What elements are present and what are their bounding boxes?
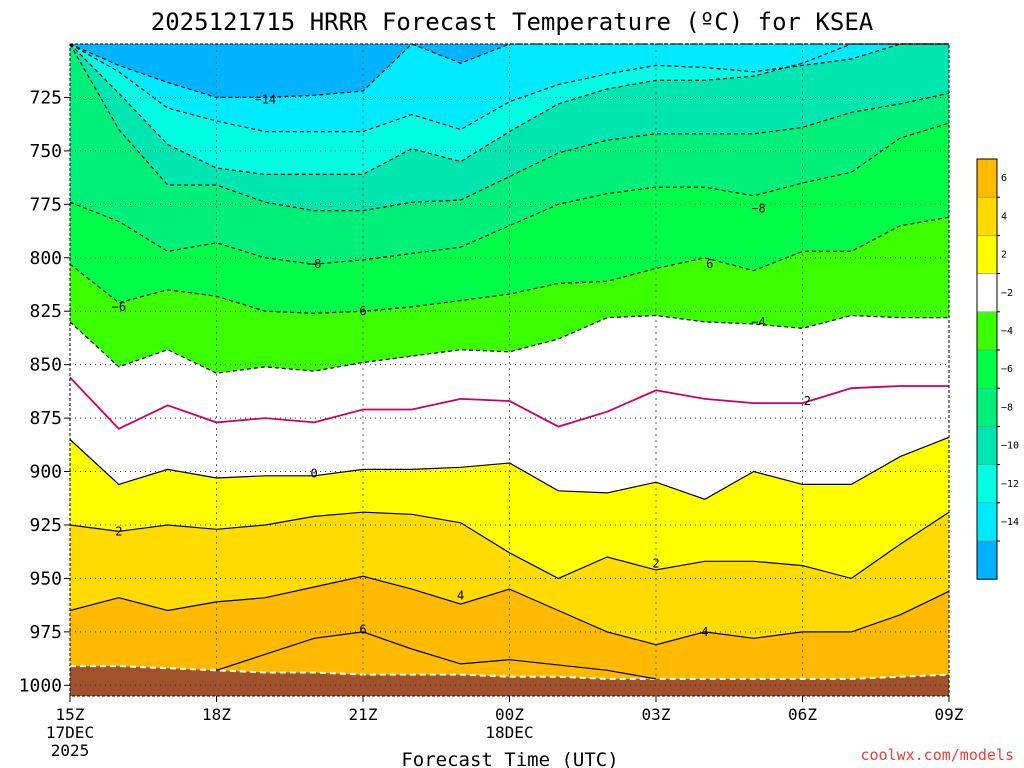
y-tick-label: 925 bbox=[29, 515, 62, 536]
colorbar-tick-label: −4 bbox=[1001, 326, 1013, 337]
x-tick-label: 18Z bbox=[202, 705, 231, 724]
colorbar-tick-label: 6 bbox=[1001, 173, 1007, 184]
y-tick-label: 800 bbox=[29, 248, 62, 269]
x-axis-label: Forecast Time (UTC) bbox=[401, 749, 618, 768]
contour-label: 4 bbox=[701, 625, 708, 639]
y-tick-label: 975 bbox=[29, 622, 62, 643]
colorbar-swatch bbox=[976, 349, 998, 389]
pressure-axis: 725 750 775 800 825 850 875 900 925 950 975 1000 bbox=[19, 87, 70, 696]
x-tick-label: 09Z bbox=[935, 705, 964, 724]
isotherm-6-surface bbox=[216, 631, 657, 680]
y-tick-label: 900 bbox=[29, 462, 62, 483]
y-tick-label: 750 bbox=[29, 141, 62, 162]
y-tick-label: 1000 bbox=[19, 675, 62, 696]
contour-label: 2 bbox=[115, 524, 122, 538]
colorbar-swatch bbox=[976, 426, 998, 465]
contour-label: −8 bbox=[751, 202, 765, 216]
isotherm-0 bbox=[69, 376, 949, 430]
colorbar-swatch bbox=[976, 311, 998, 351]
chart-title: 2025121715 HRRR Forecast Temperature (ºC… bbox=[151, 8, 874, 36]
x-tick-label: 00Z bbox=[495, 705, 524, 724]
colorbar-swatch bbox=[976, 158, 998, 198]
x-tick-label: 06Z bbox=[788, 705, 817, 724]
isotherm-4 bbox=[69, 511, 950, 580]
y-tick-label: 950 bbox=[29, 568, 62, 589]
colorbar-swatch bbox=[976, 540, 998, 580]
colorbar-swatch bbox=[976, 464, 998, 504]
fill-band-lt_-14 bbox=[70, 44, 949, 98]
x-tick-label: 03Z bbox=[642, 705, 671, 724]
colorbar-frame bbox=[976, 158, 998, 580]
colorbar-swatch bbox=[976, 235, 998, 274]
colorbar-tick-label: −8 bbox=[1001, 402, 1013, 413]
x-tick-date: 17DEC bbox=[46, 723, 94, 742]
y-tick-label: 875 bbox=[29, 408, 62, 429]
contour-labels: −14 −8 −6 6 −8 6 −4 2 0 2 2 4 4 6 bbox=[112, 93, 811, 639]
isotherm-minus-14 bbox=[69, 43, 949, 99]
colorbar-swatch bbox=[976, 273, 998, 313]
isotherm-minus-4 bbox=[69, 216, 950, 315]
colorbar-tick-label: −14 bbox=[1001, 517, 1019, 528]
contour-label: −6 bbox=[112, 300, 126, 314]
colorbar-tick-label: 2 bbox=[1001, 250, 1007, 261]
colorbar-tick-label: −12 bbox=[1001, 479, 1019, 490]
contour-label: −8 bbox=[307, 257, 321, 271]
y-tick-label: 825 bbox=[29, 301, 62, 322]
x-tick-year: 2025 bbox=[51, 741, 90, 760]
contour-label: −14 bbox=[254, 93, 276, 107]
colorbar-tick-label: 4 bbox=[1001, 211, 1007, 222]
contour-label: 6 bbox=[359, 304, 366, 318]
x-tick-date: 18DEC bbox=[485, 723, 533, 742]
x-tick-label: 21Z bbox=[349, 705, 378, 724]
contour-label: 6 bbox=[706, 257, 713, 271]
colorbar-tick-label: −2 bbox=[1001, 288, 1013, 299]
grid-lines bbox=[70, 44, 949, 696]
contour-label: 0 bbox=[311, 467, 318, 481]
isotherm-2 bbox=[69, 436, 950, 500]
contour-label: −4 bbox=[751, 315, 765, 329]
contour-label: 2 bbox=[804, 394, 811, 408]
contour-label: 2 bbox=[652, 556, 659, 570]
credit-text: coolwx.com/models bbox=[860, 746, 1014, 764]
y-tick-label: 725 bbox=[29, 87, 62, 108]
isotherm-minus-12 bbox=[69, 43, 949, 133]
isotherm-6 bbox=[69, 575, 950, 646]
y-tick-label: 850 bbox=[29, 355, 62, 376]
contour-label: 6 bbox=[359, 623, 366, 637]
ground-surface-line bbox=[70, 665, 950, 680]
contour-label: 4 bbox=[457, 589, 464, 603]
colorbar-tick-label: −10 bbox=[1001, 441, 1019, 452]
colorbar-tick-label: −6 bbox=[1001, 364, 1013, 375]
isotherm-minus-10 bbox=[69, 43, 949, 175]
isotherm-lines bbox=[69, 43, 950, 680]
colorbar: 6 4 2 −2 −4 −6 −8 −10 −12 −14 bbox=[976, 158, 1019, 580]
colorbar-swatch bbox=[976, 196, 998, 236]
y-tick-label: 775 bbox=[29, 194, 62, 215]
x-tick-label: 15Z bbox=[56, 705, 85, 724]
colorbar-swatch bbox=[976, 387, 998, 427]
colorbar-swatch bbox=[976, 502, 998, 542]
